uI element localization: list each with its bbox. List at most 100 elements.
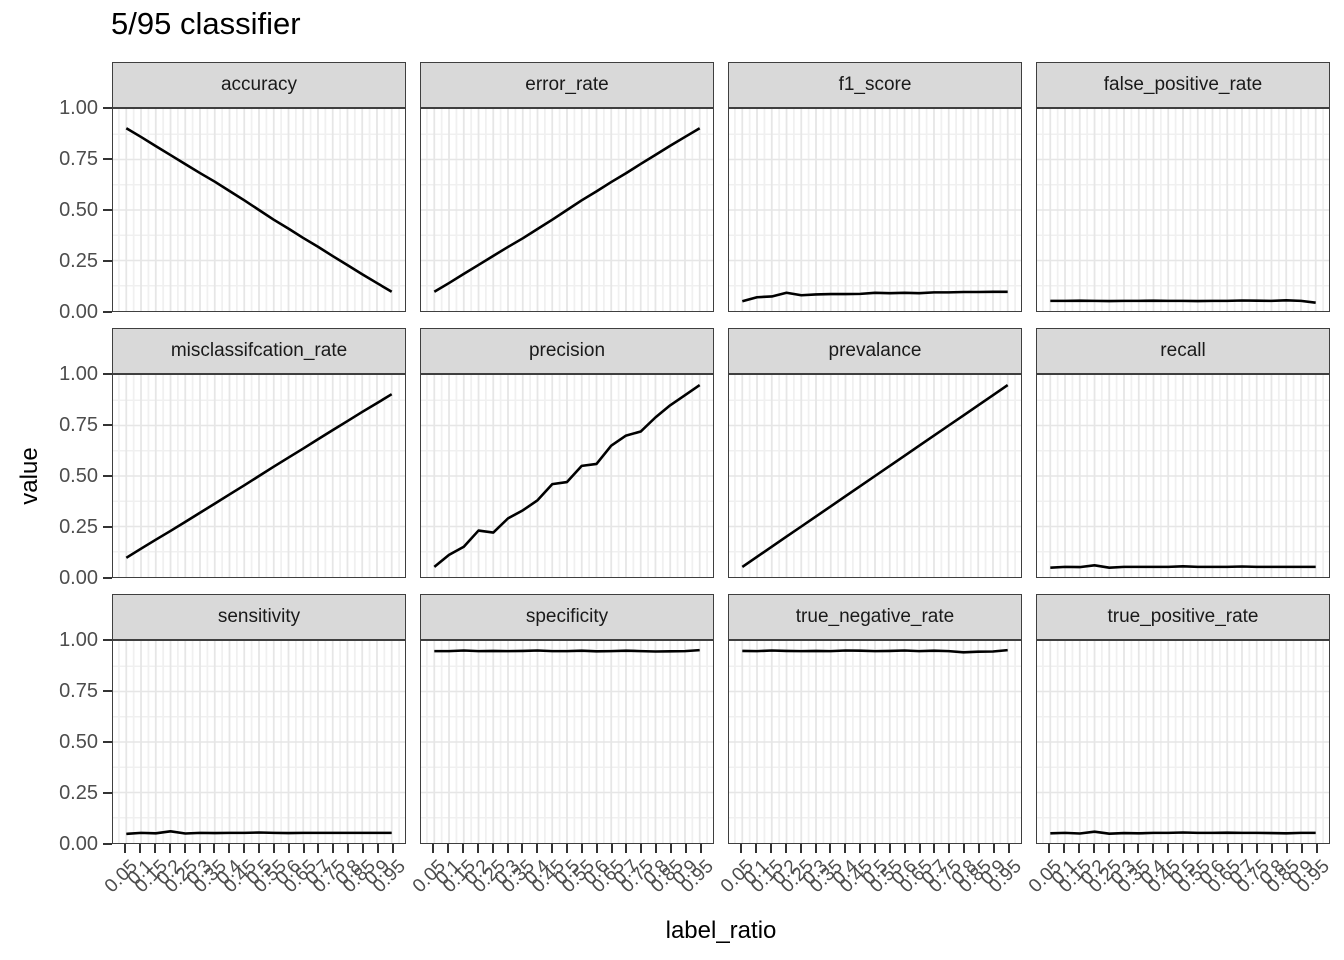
facet-panel-false_positive_rate — [1036, 108, 1330, 312]
y-tick — [103, 639, 112, 641]
y-tick-label: 0.00 — [59, 567, 98, 589]
y-tick-label: 0.00 — [59, 833, 98, 855]
facet-panel-true_negative_rate — [728, 640, 1022, 844]
y-tick — [103, 158, 112, 160]
y-tick-label: 0.25 — [59, 516, 98, 538]
y-tick-label: 0.00 — [59, 301, 98, 323]
y-tick-label: 1.00 — [59, 363, 98, 385]
x-tick — [669, 844, 672, 853]
metric-line-specificity — [434, 648, 700, 653]
y-tick — [103, 526, 112, 528]
plot-title: 5/95 classifier — [111, 6, 301, 41]
x-tick — [1167, 844, 1170, 853]
facet-strip-label: specificity — [525, 606, 609, 627]
facet-strip-specificity: specificity — [420, 594, 714, 640]
facet-strip-label: error_rate — [525, 74, 609, 95]
x-tick — [154, 844, 157, 853]
x-tick — [755, 844, 758, 853]
x-tick — [859, 844, 862, 853]
panel-plot — [113, 641, 405, 843]
x-tick — [799, 844, 802, 853]
facet-panel-f1_score — [728, 108, 1022, 312]
x-tick — [684, 844, 687, 853]
facet-strip-label: true_positive_rate — [1107, 606, 1259, 627]
x-tick — [903, 844, 906, 853]
facet-strip-false_positive_rate: false_positive_rate — [1036, 62, 1330, 108]
y-tick — [103, 107, 112, 109]
facet-strip-label: recall — [1160, 340, 1206, 361]
y-tick — [103, 311, 112, 313]
x-tick — [699, 844, 702, 853]
facet-panel-accuracy — [112, 108, 406, 312]
metric-line-misclassifcation_rate — [125, 393, 393, 559]
facet-panel-precision — [420, 374, 714, 578]
x-tick — [1092, 844, 1095, 853]
x-tick — [243, 844, 246, 853]
x-tick — [361, 844, 364, 853]
panel-plot — [729, 641, 1021, 843]
x-tick — [1315, 844, 1318, 853]
facet-strip-f1_score: f1_score — [728, 62, 1022, 108]
y-tick — [103, 690, 112, 692]
facet-strip-sensitivity: sensitivity — [112, 594, 406, 640]
facet-panel-specificity — [420, 640, 714, 844]
facet-strip-precision: precision — [420, 328, 714, 374]
y-tick — [103, 209, 112, 211]
x-tick — [844, 844, 847, 853]
x-tick — [521, 844, 524, 853]
metric-line-true_positive_rate — [1050, 830, 1316, 835]
y-tick — [103, 424, 112, 426]
x-tick — [977, 844, 980, 853]
facet-strip-recall: recall — [1036, 328, 1330, 374]
x-tick — [347, 844, 350, 853]
metric-line-accuracy — [125, 127, 393, 293]
panel-plot — [1037, 375, 1329, 577]
metric-line-precision — [433, 384, 701, 568]
x-tick — [391, 844, 394, 853]
panel-plot — [113, 109, 405, 311]
x-tick — [317, 844, 320, 853]
panel-plot — [421, 109, 713, 311]
y-tick-label: 0.75 — [59, 414, 98, 436]
x-tick — [580, 844, 583, 853]
y-tick-label: 0.75 — [59, 680, 98, 702]
y-tick — [103, 373, 112, 375]
x-tick — [139, 844, 142, 853]
x-tick — [595, 844, 598, 853]
facet-strip-prevalance: prevalance — [728, 328, 1022, 374]
facet-strip-label: prevalance — [828, 340, 922, 361]
y-tick — [103, 475, 112, 477]
x-tick — [491, 844, 494, 853]
x-tick — [376, 844, 379, 853]
facet-strip-label: misclassifcation_rate — [170, 340, 348, 361]
y-tick-label: 0.25 — [59, 250, 98, 272]
panel-plot — [421, 641, 713, 843]
y-tick — [103, 741, 112, 743]
x-tick — [432, 844, 435, 853]
metric-line-f1_score — [741, 290, 1008, 303]
x-tick — [1196, 844, 1199, 853]
facet-panel-recall — [1036, 374, 1330, 578]
x-tick — [536, 844, 539, 853]
panel-plot — [421, 375, 713, 577]
panel-plot — [113, 375, 405, 577]
x-tick — [888, 844, 891, 853]
facet-strip-true_positive_rate: true_positive_rate — [1036, 594, 1330, 640]
x-tick — [784, 844, 787, 853]
y-tick — [103, 792, 112, 794]
metric-line-error_rate — [433, 127, 701, 293]
x-tick — [462, 844, 465, 853]
x-tick — [258, 844, 260, 853]
x-tick — [1241, 844, 1244, 853]
x-tick — [198, 844, 201, 853]
facet-strip-true_negative_rate: true_negative_rate — [728, 594, 1022, 640]
metric-line-true_negative_rate — [742, 648, 1008, 654]
x-tick — [168, 844, 171, 853]
facet-strip-label: precision — [528, 340, 606, 361]
x-tick — [640, 844, 643, 853]
facet-panel-error_rate — [420, 108, 714, 312]
y-tick — [103, 843, 112, 845]
x-tick — [213, 844, 216, 853]
facet-panel-true_positive_rate — [1036, 640, 1330, 844]
x-tick — [332, 844, 335, 853]
